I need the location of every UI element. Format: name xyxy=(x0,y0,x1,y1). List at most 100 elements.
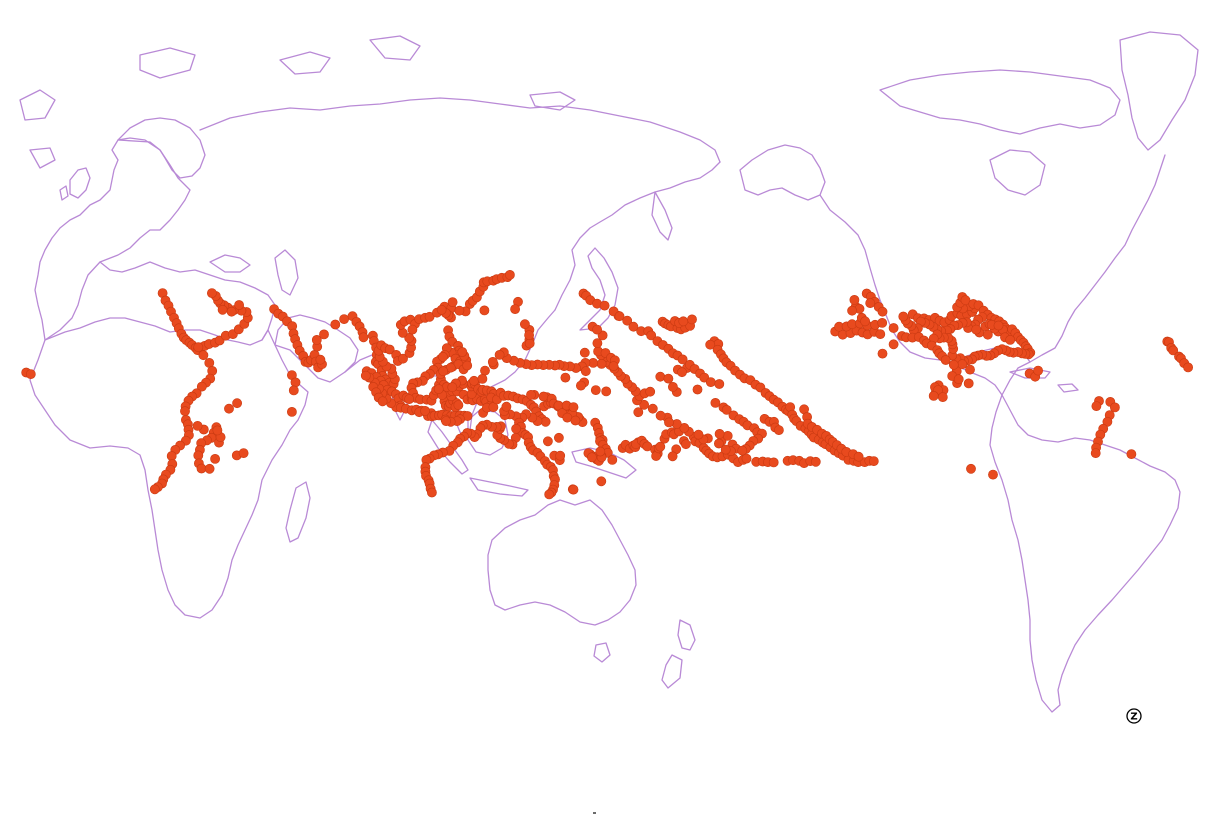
occurrence-point xyxy=(647,403,658,414)
occurrence-point xyxy=(330,319,341,330)
occurrence-point xyxy=(655,441,666,452)
coast-africa xyxy=(29,317,309,619)
occurrence-point xyxy=(232,398,242,409)
coast-arabia xyxy=(274,314,359,383)
occurrence-point xyxy=(714,428,725,439)
occurrence-point xyxy=(655,371,666,382)
occurrence-point xyxy=(420,405,430,416)
occurrence-point xyxy=(1091,401,1102,411)
occurrence-point xyxy=(360,370,371,381)
occurrence-point xyxy=(192,420,203,431)
occurrence-point xyxy=(554,432,564,443)
occurrence-point xyxy=(868,456,879,466)
occurrence-point xyxy=(25,369,36,379)
occurrence-point xyxy=(226,306,237,317)
coast-sumatra-java xyxy=(427,419,529,497)
occurrence-point xyxy=(424,311,435,322)
occurrence-point xyxy=(667,451,678,462)
occurrence-point xyxy=(948,359,959,370)
occurrence-point xyxy=(993,320,1004,331)
occurrence-point xyxy=(705,339,716,350)
occurrence-points xyxy=(21,269,1193,500)
occurrence-point xyxy=(339,314,349,324)
occurrence-point xyxy=(710,397,721,408)
occurrence-point xyxy=(196,381,207,392)
coast-hudson-bay xyxy=(989,149,1046,196)
occurrence-point xyxy=(692,384,703,395)
occurrence-point xyxy=(664,417,674,428)
occurrence-point xyxy=(608,361,619,371)
logo-badge: Z xyxy=(1126,708,1142,724)
occurrence-point xyxy=(453,400,464,410)
occurrence-point xyxy=(217,304,228,315)
coast-australia xyxy=(487,499,637,626)
occurrence-point xyxy=(953,374,964,385)
coast-british-isles xyxy=(59,167,91,201)
occurrence-point xyxy=(587,452,597,463)
occurrence-point xyxy=(677,367,687,378)
occurrence-point xyxy=(479,305,490,316)
occurrence-point xyxy=(511,423,521,434)
occurrence-point xyxy=(149,484,160,495)
occurrence-point xyxy=(436,304,447,315)
occurrence-point xyxy=(438,366,449,377)
occurrence-point xyxy=(601,386,612,397)
occurrence-point xyxy=(596,476,607,487)
occurrence-point xyxy=(590,385,601,395)
coast-north-america xyxy=(819,154,1166,396)
occurrence-point xyxy=(288,385,299,396)
occurrence-point xyxy=(875,329,886,339)
occurrence-point xyxy=(693,429,704,440)
occurrence-point xyxy=(311,334,322,345)
occurrence-point xyxy=(928,390,939,401)
occurrence-point xyxy=(982,329,993,340)
occurrence-point xyxy=(1110,402,1120,413)
occurrence-point xyxy=(469,375,479,386)
occurrence-point xyxy=(570,415,581,426)
occurrence-point xyxy=(568,402,579,412)
occurrence-point xyxy=(544,489,555,500)
occurrence-point xyxy=(681,439,691,450)
occurrence-point xyxy=(426,487,437,498)
coast-east-asia xyxy=(554,161,721,311)
occurrence-point xyxy=(286,406,297,417)
coast-greenland xyxy=(1119,31,1199,151)
occurrence-point xyxy=(580,366,591,377)
occurrence-point xyxy=(849,294,860,305)
occurrence-point xyxy=(538,391,549,402)
occurrence-point xyxy=(204,463,215,474)
coast-canadian-arctic xyxy=(879,69,1121,135)
occurrence-point xyxy=(937,392,948,402)
occurrence-point xyxy=(774,425,784,435)
occurrence-point xyxy=(963,378,974,389)
occurrence-point xyxy=(705,377,716,387)
occurrence-point xyxy=(437,351,448,362)
occurrence-point xyxy=(501,401,512,412)
occurrence-point xyxy=(206,288,217,298)
occurrence-point xyxy=(457,347,468,357)
occurrence-point xyxy=(433,384,444,394)
occurrence-point xyxy=(234,300,244,310)
occurrence-point xyxy=(877,348,888,359)
occurrence-point xyxy=(520,319,530,330)
occurrence-point xyxy=(1183,362,1193,373)
occurrence-point xyxy=(579,347,590,358)
occurrence-point xyxy=(397,327,408,338)
occurrence-point xyxy=(633,407,644,418)
occurrence-point xyxy=(193,342,204,353)
scan-speck xyxy=(593,812,596,814)
occurrence-point xyxy=(622,315,633,326)
occurrence-point xyxy=(888,339,899,350)
occurrence-point xyxy=(398,353,408,364)
coast-kamchatka xyxy=(651,191,673,241)
occurrence-point xyxy=(1033,365,1043,376)
occurrence-point xyxy=(877,306,888,317)
coast-arctic-islands xyxy=(19,35,576,169)
occurrence-point xyxy=(678,316,689,327)
occurrence-point xyxy=(555,450,566,461)
occurrence-point xyxy=(560,372,571,383)
occurrence-point xyxy=(898,311,909,322)
occurrence-point xyxy=(646,330,657,341)
